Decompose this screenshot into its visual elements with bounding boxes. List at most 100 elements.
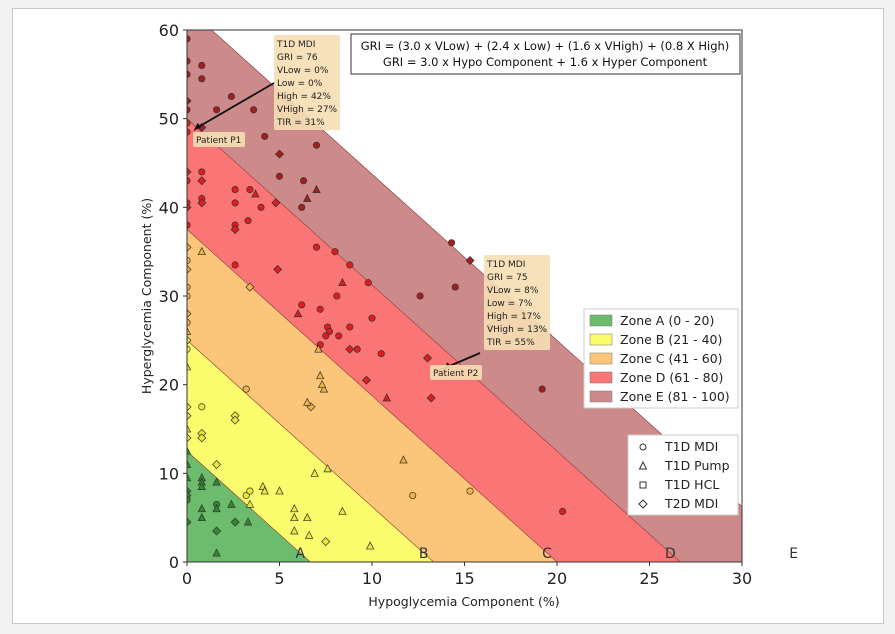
- data-point: [246, 186, 254, 194]
- data-point: [257, 203, 265, 211]
- data-point: [377, 350, 385, 358]
- formula-line-1: GRI = (3.0 x VLow) + (2.4 x Low) + (1.6 …: [361, 39, 730, 53]
- annotation-name: Patient P1: [196, 136, 241, 146]
- data-point: [197, 198, 207, 208]
- formula-box: GRI = (3.0 x VLow) + (2.4 x Low) + (1.6 …: [350, 33, 741, 75]
- annotation-name-box: [430, 365, 482, 380]
- y-tick-label: 30: [159, 287, 179, 306]
- data-point: [197, 433, 207, 443]
- data-point: [187, 96, 192, 106]
- data-point: [364, 279, 372, 287]
- annotation-line: Low = 0%: [277, 79, 323, 89]
- marker-legend: T1D MDI T1D Pump T1D HCL T2D MDI: [627, 434, 739, 516]
- x-tick-label: 10: [362, 569, 382, 588]
- annotation-line: TIR = 31%: [276, 118, 325, 128]
- data-point: [230, 415, 240, 425]
- data-point: [187, 202, 192, 212]
- data-point: [353, 345, 361, 353]
- annotation-name: Patient P2: [433, 369, 478, 379]
- y-tick-label: 10: [159, 464, 179, 483]
- data-point: [187, 335, 192, 345]
- zone-letter-b: B: [419, 546, 429, 562]
- data-point: [399, 455, 408, 464]
- data-point: [317, 379, 327, 389]
- legend-swatch-d: [589, 371, 613, 384]
- data-point: [212, 504, 221, 513]
- y-axis-ticks: 0 10 20 30 40 50 60: [159, 21, 187, 572]
- data-point: [212, 477, 221, 486]
- data-point: [312, 141, 321, 149]
- data-point: [245, 499, 255, 508]
- data-point: [345, 344, 355, 354]
- legend-swatch-e: [589, 390, 613, 403]
- data-point: [245, 282, 255, 292]
- data-point: [293, 308, 303, 318]
- data-point: [187, 326, 192, 335]
- data-point: [187, 167, 192, 177]
- annotation-line: GRI = 75: [487, 273, 528, 283]
- data-point: [338, 277, 347, 287]
- y-tick-label: 40: [159, 198, 179, 217]
- legend-label-b: Zone B (21 - 40): [620, 332, 722, 347]
- data-point: [304, 530, 314, 539]
- legend-swatch-a: [589, 314, 613, 327]
- data-point: [230, 225, 240, 234]
- data-point: [198, 403, 206, 411]
- data-point: [310, 468, 319, 477]
- data-point: [303, 512, 312, 522]
- data-point: [365, 541, 375, 550]
- data-point: [465, 256, 475, 266]
- data-point: [416, 292, 424, 300]
- data-point: [331, 248, 339, 256]
- data-point: [346, 323, 354, 331]
- legend-marker-circle: [639, 443, 647, 451]
- data-point: [312, 184, 321, 193]
- legend-marker-label: T1D HCL: [664, 477, 719, 492]
- zone-letter-d: D: [665, 546, 676, 562]
- legend-label-c: Zone C (41 - 60): [620, 351, 723, 366]
- legend-marker-label: T1D MDI: [664, 439, 718, 454]
- data-point: [187, 362, 192, 371]
- x-tick-label: 15: [454, 569, 474, 588]
- x-axis-label: Hypoglycemia Component (%): [368, 594, 559, 609]
- data-point: [303, 397, 312, 406]
- y-tick-label: 0: [169, 553, 179, 572]
- data-point: [187, 402, 192, 412]
- zone-letter-e: E: [789, 546, 798, 562]
- data-point: [197, 512, 206, 522]
- annotation-line: High = 17%: [487, 312, 541, 322]
- y-axis-label: Hyperglycemia Component (%): [139, 198, 154, 394]
- legend-swatch-c: [589, 352, 613, 365]
- data-point: [212, 526, 222, 536]
- x-axis-ticks: 0 5 10 15 20 25 30: [182, 562, 752, 588]
- data-point: [187, 433, 192, 443]
- data-point: [187, 446, 192, 455]
- annotation-line: TIR = 55%: [486, 338, 535, 348]
- data-point: [426, 393, 436, 403]
- data-point: [275, 486, 284, 495]
- patient-annotations: T1D MDI GRI = 76 VLow = 0% Low = 0% High = 4…: [193, 35, 550, 380]
- data-point: [198, 75, 206, 83]
- data-point: [451, 283, 459, 291]
- x-tick-label: 30: [732, 569, 752, 588]
- y-tick-label: 20: [159, 376, 179, 395]
- annotation-line: VLow = 0%: [277, 66, 329, 76]
- data-point: [251, 189, 260, 198]
- data-point: [323, 464, 332, 473]
- data-point: [187, 411, 192, 421]
- x-tick-label: 20: [547, 569, 567, 588]
- annotation-line: VHigh = 13%: [487, 325, 548, 335]
- legend-marker-square: [639, 481, 647, 489]
- annotation-patient-p1: T1D MDI GRI = 76 VLow = 0% Low = 0% High = 4…: [193, 35, 340, 147]
- data-point: [231, 186, 239, 194]
- data-point: [558, 507, 567, 516]
- x-tick-label: 5: [274, 569, 284, 588]
- data-point: [261, 132, 269, 140]
- legend-marker-label: T1D Pump: [664, 458, 730, 473]
- data-point: [361, 375, 371, 385]
- legend-label-d: Zone D (61 - 80): [620, 370, 723, 385]
- data-point: [314, 344, 323, 353]
- data-point: [260, 486, 269, 495]
- data-point: [187, 264, 192, 274]
- annotation-line: VHigh = 27%: [277, 105, 338, 115]
